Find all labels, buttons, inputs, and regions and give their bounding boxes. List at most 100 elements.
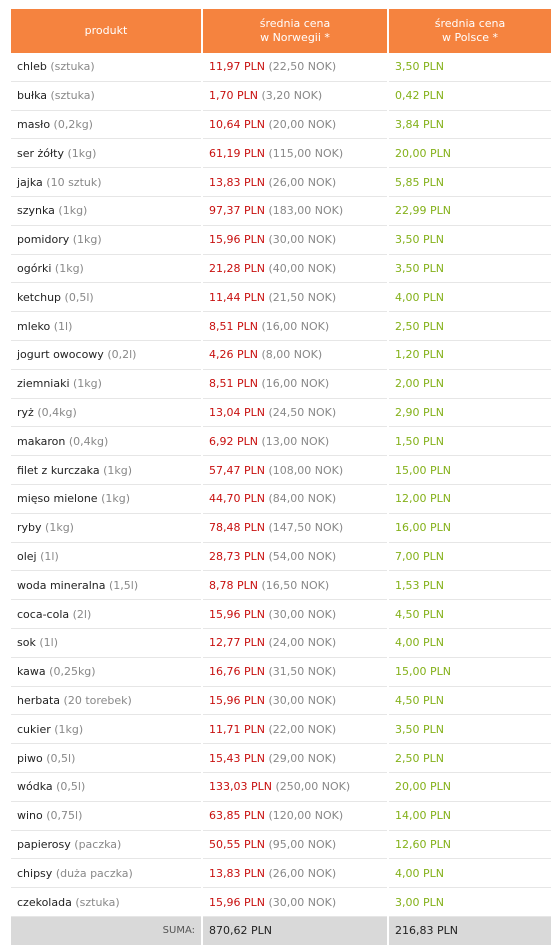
table-row: chipsy (duża paczka) 13,83 PLN (26,00 NOK… bbox=[11, 859, 551, 889]
product-cell: filet z kurczaka (1kg) bbox=[11, 456, 201, 485]
poland-price-cell: 4,00 PLN bbox=[389, 629, 551, 658]
norway-nok: (54,00 NOK) bbox=[268, 549, 337, 563]
table-row: szynka (1kg) 97,37 PLN (183,00 NOK) 22,99 … bbox=[11, 197, 551, 226]
product-name: cukier bbox=[17, 722, 51, 736]
header-text: produkt bbox=[84, 24, 128, 37]
norway-pln: 44,70 PLN bbox=[209, 492, 265, 506]
product-unit: (20 torebek) bbox=[63, 693, 132, 707]
norway-pln: 15,43 PLN bbox=[209, 751, 265, 765]
poland-pln: 2,00 PLN bbox=[395, 377, 444, 391]
norway-price-cell: 6,92 PLN (13,00 NOK) bbox=[203, 427, 387, 457]
norway-pln: 13,04 PLN bbox=[209, 405, 265, 419]
norway-pln: 1,70 PLN bbox=[209, 89, 258, 103]
table-row: chleb (sztuka) 11,97 PLN (22,50 NOK) 3,50 … bbox=[11, 53, 551, 82]
header-row: produkt średnia cena w Norwegii * średnia c… bbox=[11, 9, 551, 53]
product-unit: (0,2l) bbox=[107, 348, 137, 362]
product-unit: (0,5l) bbox=[56, 780, 86, 794]
norway-nok: (115,00 NOK) bbox=[268, 146, 344, 160]
product-cell: chipsy (duża paczka) bbox=[11, 859, 201, 889]
table-footer: SUMA: 870,62 PLN 216,83 PLN bbox=[11, 916, 551, 945]
norway-pln: 4,26 PLN bbox=[209, 348, 258, 362]
product-cell: cukier (1kg) bbox=[11, 715, 201, 745]
poland-pln: 4,00 PLN bbox=[395, 866, 444, 880]
table-row: cukier (1kg) 11,71 PLN (22,00 NOK) 3,50 PL… bbox=[11, 715, 551, 745]
product-cell: jogurt owocowy (0,2l) bbox=[11, 341, 201, 370]
table-row: filet z kurczaka (1kg) 57,47 PLN (108,00 … bbox=[11, 456, 551, 485]
footer-row: SUMA: 870,62 PLN 216,83 PLN bbox=[11, 916, 551, 945]
norway-pln: 133,03 PLN bbox=[209, 780, 272, 794]
header-text: średnia cena bbox=[259, 17, 331, 30]
norway-pln: 11,71 PLN bbox=[209, 722, 265, 736]
norway-price-cell: 16,76 PLN (31,50 NOK) bbox=[203, 658, 387, 687]
price-table: produkt średnia cena w Norwegii * średnia c… bbox=[9, 9, 553, 945]
poland-price-cell: 7,00 PLN bbox=[389, 543, 551, 572]
product-unit: (1,5l) bbox=[109, 578, 139, 592]
norway-pln: 15,96 PLN bbox=[209, 693, 265, 707]
norway-price-cell: 28,73 PLN (54,00 NOK) bbox=[203, 543, 387, 572]
norway-pln: 15,96 PLN bbox=[209, 233, 265, 247]
poland-pln: 4,50 PLN bbox=[395, 693, 444, 707]
product-name: ketchup bbox=[17, 290, 62, 304]
product-unit: (sztuka) bbox=[75, 895, 120, 909]
poland-price-cell: 2,90 PLN bbox=[389, 399, 551, 428]
norway-price-cell: 133,03 PLN (250,00 NOK) bbox=[203, 773, 387, 802]
norway-nok: (108,00 NOK) bbox=[268, 463, 344, 477]
table-row: woda mineralna (1,5l) 8,78 PLN (16,50 NOK… bbox=[11, 571, 551, 601]
product-name: ryby bbox=[17, 521, 42, 535]
poland-price-cell: 3,50 PLN bbox=[389, 53, 551, 82]
norway-price-cell: 11,97 PLN (22,50 NOK) bbox=[203, 53, 387, 82]
norway-price-cell: 15,43 PLN (29,00 NOK) bbox=[203, 744, 387, 773]
norway-price-cell: 8,51 PLN (16,00 NOK) bbox=[203, 312, 387, 341]
poland-pln: 3,84 PLN bbox=[395, 117, 444, 131]
table-row: coca-cola (2l) 15,96 PLN (30,00 NOK) 4,50 … bbox=[11, 600, 551, 629]
poland-pln: 15,00 PLN bbox=[395, 463, 451, 477]
poland-price-cell: 3,50 PLN bbox=[389, 255, 551, 284]
norway-nok: (26,00 NOK) bbox=[268, 866, 337, 880]
norway-nok: (147,50 NOK) bbox=[268, 521, 344, 535]
product-name: ziemniaki bbox=[17, 377, 70, 391]
product-cell: ketchup (0,5l) bbox=[11, 283, 201, 313]
norway-nok: (16,50 NOK) bbox=[261, 578, 330, 592]
product-cell: ziemniaki (1kg) bbox=[11, 370, 201, 399]
product-unit: (paczka) bbox=[74, 837, 122, 851]
poland-price-cell: 1,53 PLN bbox=[389, 571, 551, 601]
norway-nok: (29,00 NOK) bbox=[268, 751, 337, 765]
norway-price-cell: 78,48 PLN (147,50 NOK) bbox=[203, 514, 387, 543]
product-unit: (0,2kg) bbox=[53, 117, 93, 131]
product-name: coca-cola bbox=[17, 607, 70, 621]
norway-nok: (250,00 NOK) bbox=[275, 780, 351, 794]
norway-price-cell: 44,70 PLN (84,00 NOK) bbox=[203, 485, 387, 514]
table-header: produkt średnia cena w Norwegii * średnia c… bbox=[11, 9, 551, 53]
product-cell: kawa (0,25kg) bbox=[11, 658, 201, 687]
table-row: herbata (20 torebek) 15,96 PLN (30,00 NOK… bbox=[11, 687, 551, 716]
norway-nok: (30,00 NOK) bbox=[268, 895, 337, 909]
norway-pln: 97,37 PLN bbox=[209, 204, 265, 218]
norway-price-cell: 15,96 PLN (30,00 NOK) bbox=[203, 888, 387, 917]
table-row: jajka (10 sztuk) 13,83 PLN (26,00 NOK) 5,8… bbox=[11, 168, 551, 197]
norway-pln: 78,48 PLN bbox=[209, 521, 265, 535]
product-name: olej bbox=[17, 549, 37, 563]
norway-price-cell: 12,77 PLN (24,00 NOK) bbox=[203, 629, 387, 658]
product-name: czekolada bbox=[17, 895, 72, 909]
poland-pln: 2,50 PLN bbox=[395, 319, 444, 333]
norway-nok: (183,00 NOK) bbox=[268, 204, 344, 218]
norway-price-cell: 50,55 PLN (95,00 NOK) bbox=[203, 831, 387, 860]
product-cell: mleko (1l) bbox=[11, 312, 201, 341]
table-row: wódka (0,5l) 133,03 PLN (250,00 NOK) 20,00… bbox=[11, 773, 551, 802]
product-unit: (1kg) bbox=[101, 492, 130, 506]
norway-pln: 10,64 PLN bbox=[209, 117, 265, 131]
norway-nok: (13,00 NOK) bbox=[261, 434, 330, 448]
table-row: kawa (0,25kg) 16,76 PLN (31,50 NOK) 15,00 … bbox=[11, 658, 551, 687]
product-cell: pomidory (1kg) bbox=[11, 226, 201, 255]
norway-price-cell: 13,83 PLN (26,00 NOK) bbox=[203, 859, 387, 889]
poland-price-cell: 20,00 PLN bbox=[389, 773, 551, 802]
product-unit: (sztuka) bbox=[50, 89, 95, 103]
product-cell: ser żółty (1kg) bbox=[11, 139, 201, 169]
norway-nok: (30,00 NOK) bbox=[268, 233, 337, 247]
product-unit: (1kg) bbox=[54, 261, 84, 275]
norway-nok: (26,00 NOK) bbox=[268, 175, 337, 189]
product-name: piwo bbox=[17, 751, 43, 765]
product-name: jogurt owocowy bbox=[17, 348, 104, 362]
norway-price-cell: 8,51 PLN (16,00 NOK) bbox=[203, 370, 387, 399]
